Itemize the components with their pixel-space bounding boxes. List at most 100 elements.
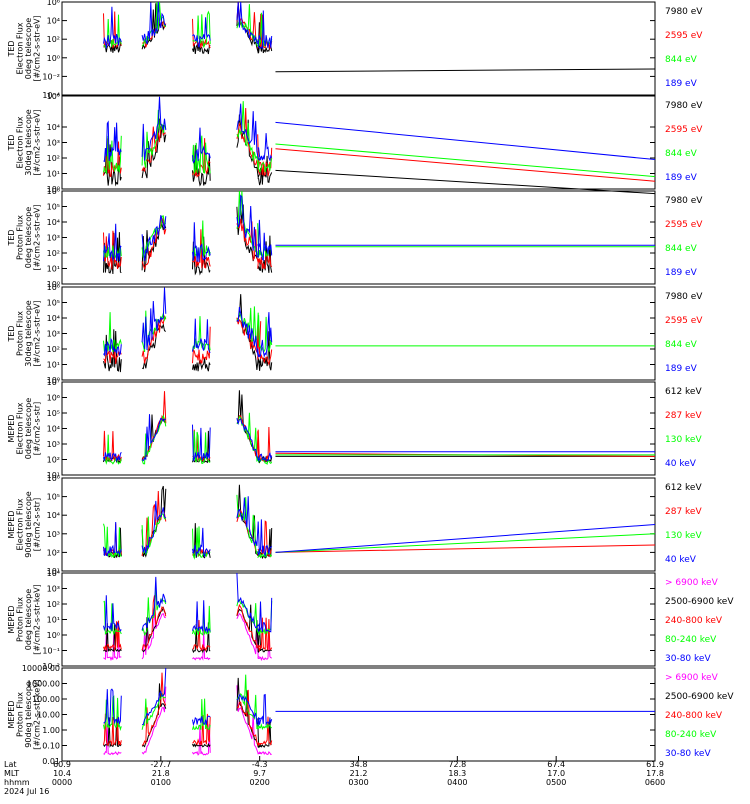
y-tick-label: 10³ <box>47 330 60 339</box>
plot-frame <box>61 477 656 572</box>
y-axis-label-line: [#/cm2-s-str-eV] <box>33 204 42 270</box>
y-tick-label: 10.00 <box>37 711 60 720</box>
y-tick-label: 10⁴ <box>47 123 60 132</box>
plot-frame <box>61 381 656 476</box>
legend-entry: 80-240 keV <box>665 730 717 740</box>
legend-entry: 844 eV <box>665 244 698 254</box>
y-axis-label-line: 30deg telescope <box>24 300 33 367</box>
series-tail <box>275 121 656 161</box>
y-axis-label-line: Electron Flux <box>16 402 25 454</box>
y-axis-label: MEPED Proton Flux 0deg telescope [#/cm2-s-s… <box>7 584 42 655</box>
x-tick-mlt: 10.4 <box>53 769 71 778</box>
y-axis-label-line: [#/cm2-s-str-keV] <box>33 679 42 750</box>
y-axis-label-line: [#/cm2-s-str] <box>33 402 42 455</box>
legend-entry: 189 eV <box>665 173 698 183</box>
y-axis-label-line: 90deg telescope <box>24 491 33 558</box>
y-axis-label-line: TED <box>7 134 16 151</box>
y-axis-label-line: [#/cm2-s-str-eV] <box>33 109 42 175</box>
y-tick-label: 10⁶ <box>47 474 60 483</box>
series-tail <box>275 544 656 553</box>
legend-entry: 130 keV <box>665 435 702 445</box>
legend-entry: 189 eV <box>665 79 698 89</box>
legend-entry: 2595 eV <box>665 125 703 135</box>
y-axis-label-line: Proton Flux <box>16 311 25 356</box>
plot-frame <box>61 1 656 96</box>
legend-entry: 7980 eV <box>665 7 703 17</box>
y-tick-label: 10³ <box>47 585 60 594</box>
y-axis-label-line: Proton Flux <box>16 692 25 737</box>
y-tick-label: 10² <box>47 456 60 465</box>
x-tick-lat: 61.9 <box>646 760 664 769</box>
legend-entry: 2500-6900 keV <box>665 692 734 702</box>
y-tick-label: 10³ <box>47 440 60 449</box>
y-tick-label: 10⁴ <box>47 314 60 323</box>
legend-entry: > 6900 keV <box>665 578 719 588</box>
series-line <box>103 412 273 465</box>
x-tick-lat: -27.7 <box>150 760 171 769</box>
y-axis-label-line: [#/cm2-s-str-eV] <box>33 300 42 366</box>
series-tail <box>275 148 656 182</box>
y-tick-label: 10⁰ <box>47 280 60 289</box>
x-tick-hhmm: 0300 <box>348 778 368 787</box>
series-line <box>103 306 273 353</box>
x-tick-mlt: 9.7 <box>253 769 266 778</box>
series-line <box>103 605 272 662</box>
series-line <box>103 595 273 653</box>
panel-1: 10⁶ 10⁴ 10² 10⁰ 10⁻² 10⁻⁴ TED Electron Flux 0deg… <box>7 0 703 100</box>
legend-entry: 7980 eV <box>665 101 703 111</box>
y-tick-label: 10⁻² <box>42 662 60 671</box>
legend-entry: 80-240 keV <box>665 635 717 645</box>
series-line <box>103 672 273 747</box>
series-line <box>103 390 273 464</box>
y-tick-label: 10³ <box>47 139 60 148</box>
series-line <box>103 101 273 175</box>
y-tick-label: 10³ <box>47 530 60 539</box>
x-tick-lat: -4.3 <box>252 760 268 769</box>
y-axis-label-line: TED <box>7 40 16 57</box>
series-line <box>103 107 273 178</box>
y-tick-label: 10⁵ <box>47 203 60 212</box>
y-tick-label: 10² <box>47 154 60 163</box>
series-line <box>103 414 273 463</box>
y-axis-label-line: MEPED <box>7 415 16 443</box>
y-axis-label-line: MEPED <box>7 701 16 729</box>
legend-entry: 2595 eV <box>665 316 703 326</box>
y-axis-label-line: 90deg telescope <box>24 681 33 748</box>
x-axis-row-label: hhmm <box>4 778 30 787</box>
y-axis-label: MEPED Electron Flux 0deg telescope [#/cm2-s… <box>7 398 42 459</box>
panel-6: 10⁶ 10⁵ 10⁴ 10³ 10² 10¹ MEPED Electron Flux 90de… <box>7 474 702 576</box>
y-tick-label: 10⁵ <box>47 493 60 502</box>
x-tick-hhmm: 0500 <box>546 778 566 787</box>
series-line <box>103 1 273 49</box>
y-tick-label: 10¹ <box>47 265 60 274</box>
legend-entry: 2595 eV <box>665 220 703 230</box>
x-tick-hhmm: 0600 <box>645 778 665 787</box>
y-tick-label: 10² <box>47 249 60 258</box>
y-tick-label: 0.01 <box>42 757 60 766</box>
panel-4: 10⁶ 10⁵ 10⁴ 10³ 10² 10¹ 10⁰ TED Proton Flux 30deg… <box>7 283 703 385</box>
y-tick-label: 10⁴ <box>47 569 60 578</box>
series-line <box>103 490 273 558</box>
panel-2: 10⁶ 10⁴ 10³ 10² 10¹ 10⁰ TED Electron Flux 30deg … <box>7 92 703 195</box>
series-line <box>103 585 273 637</box>
y-tick-label: 10¹ <box>47 471 60 480</box>
x-tick-lat: 72.8 <box>448 760 466 769</box>
y-tick-label: 10¹ <box>47 361 60 370</box>
x-tick-mlt: 21.8 <box>152 769 170 778</box>
y-tick-label: 10¹ <box>47 567 60 576</box>
y-tick-label: 10⁰ <box>47 185 60 194</box>
y-axis-label-line: [#/cm2-s-str] <box>33 498 42 551</box>
panel-3: 10⁶ 10⁵ 10⁴ 10³ 10² 10¹ 10⁰ TED Proton Flux 0deg … <box>7 187 703 289</box>
y-tick-label: 10³ <box>47 234 60 243</box>
y-axis-label-line: [#/cm2-s-str-keV] <box>33 584 42 655</box>
plot-frame <box>61 667 656 762</box>
y-tick-label: 10⁶ <box>47 283 60 292</box>
panel-5: 10⁷ 10⁶ 10⁵ 10⁴ 10³ 10² 10¹ MEPED Electron Flux 0… <box>7 378 702 480</box>
series-tail <box>275 524 656 553</box>
series-tail <box>275 533 656 553</box>
y-tick-label: 10⁴ <box>47 17 60 26</box>
y-axis-label-line: Proton Flux <box>16 215 25 260</box>
legend-entry: 844 eV <box>665 149 698 159</box>
x-tick-mlt: 21.2 <box>350 769 368 778</box>
